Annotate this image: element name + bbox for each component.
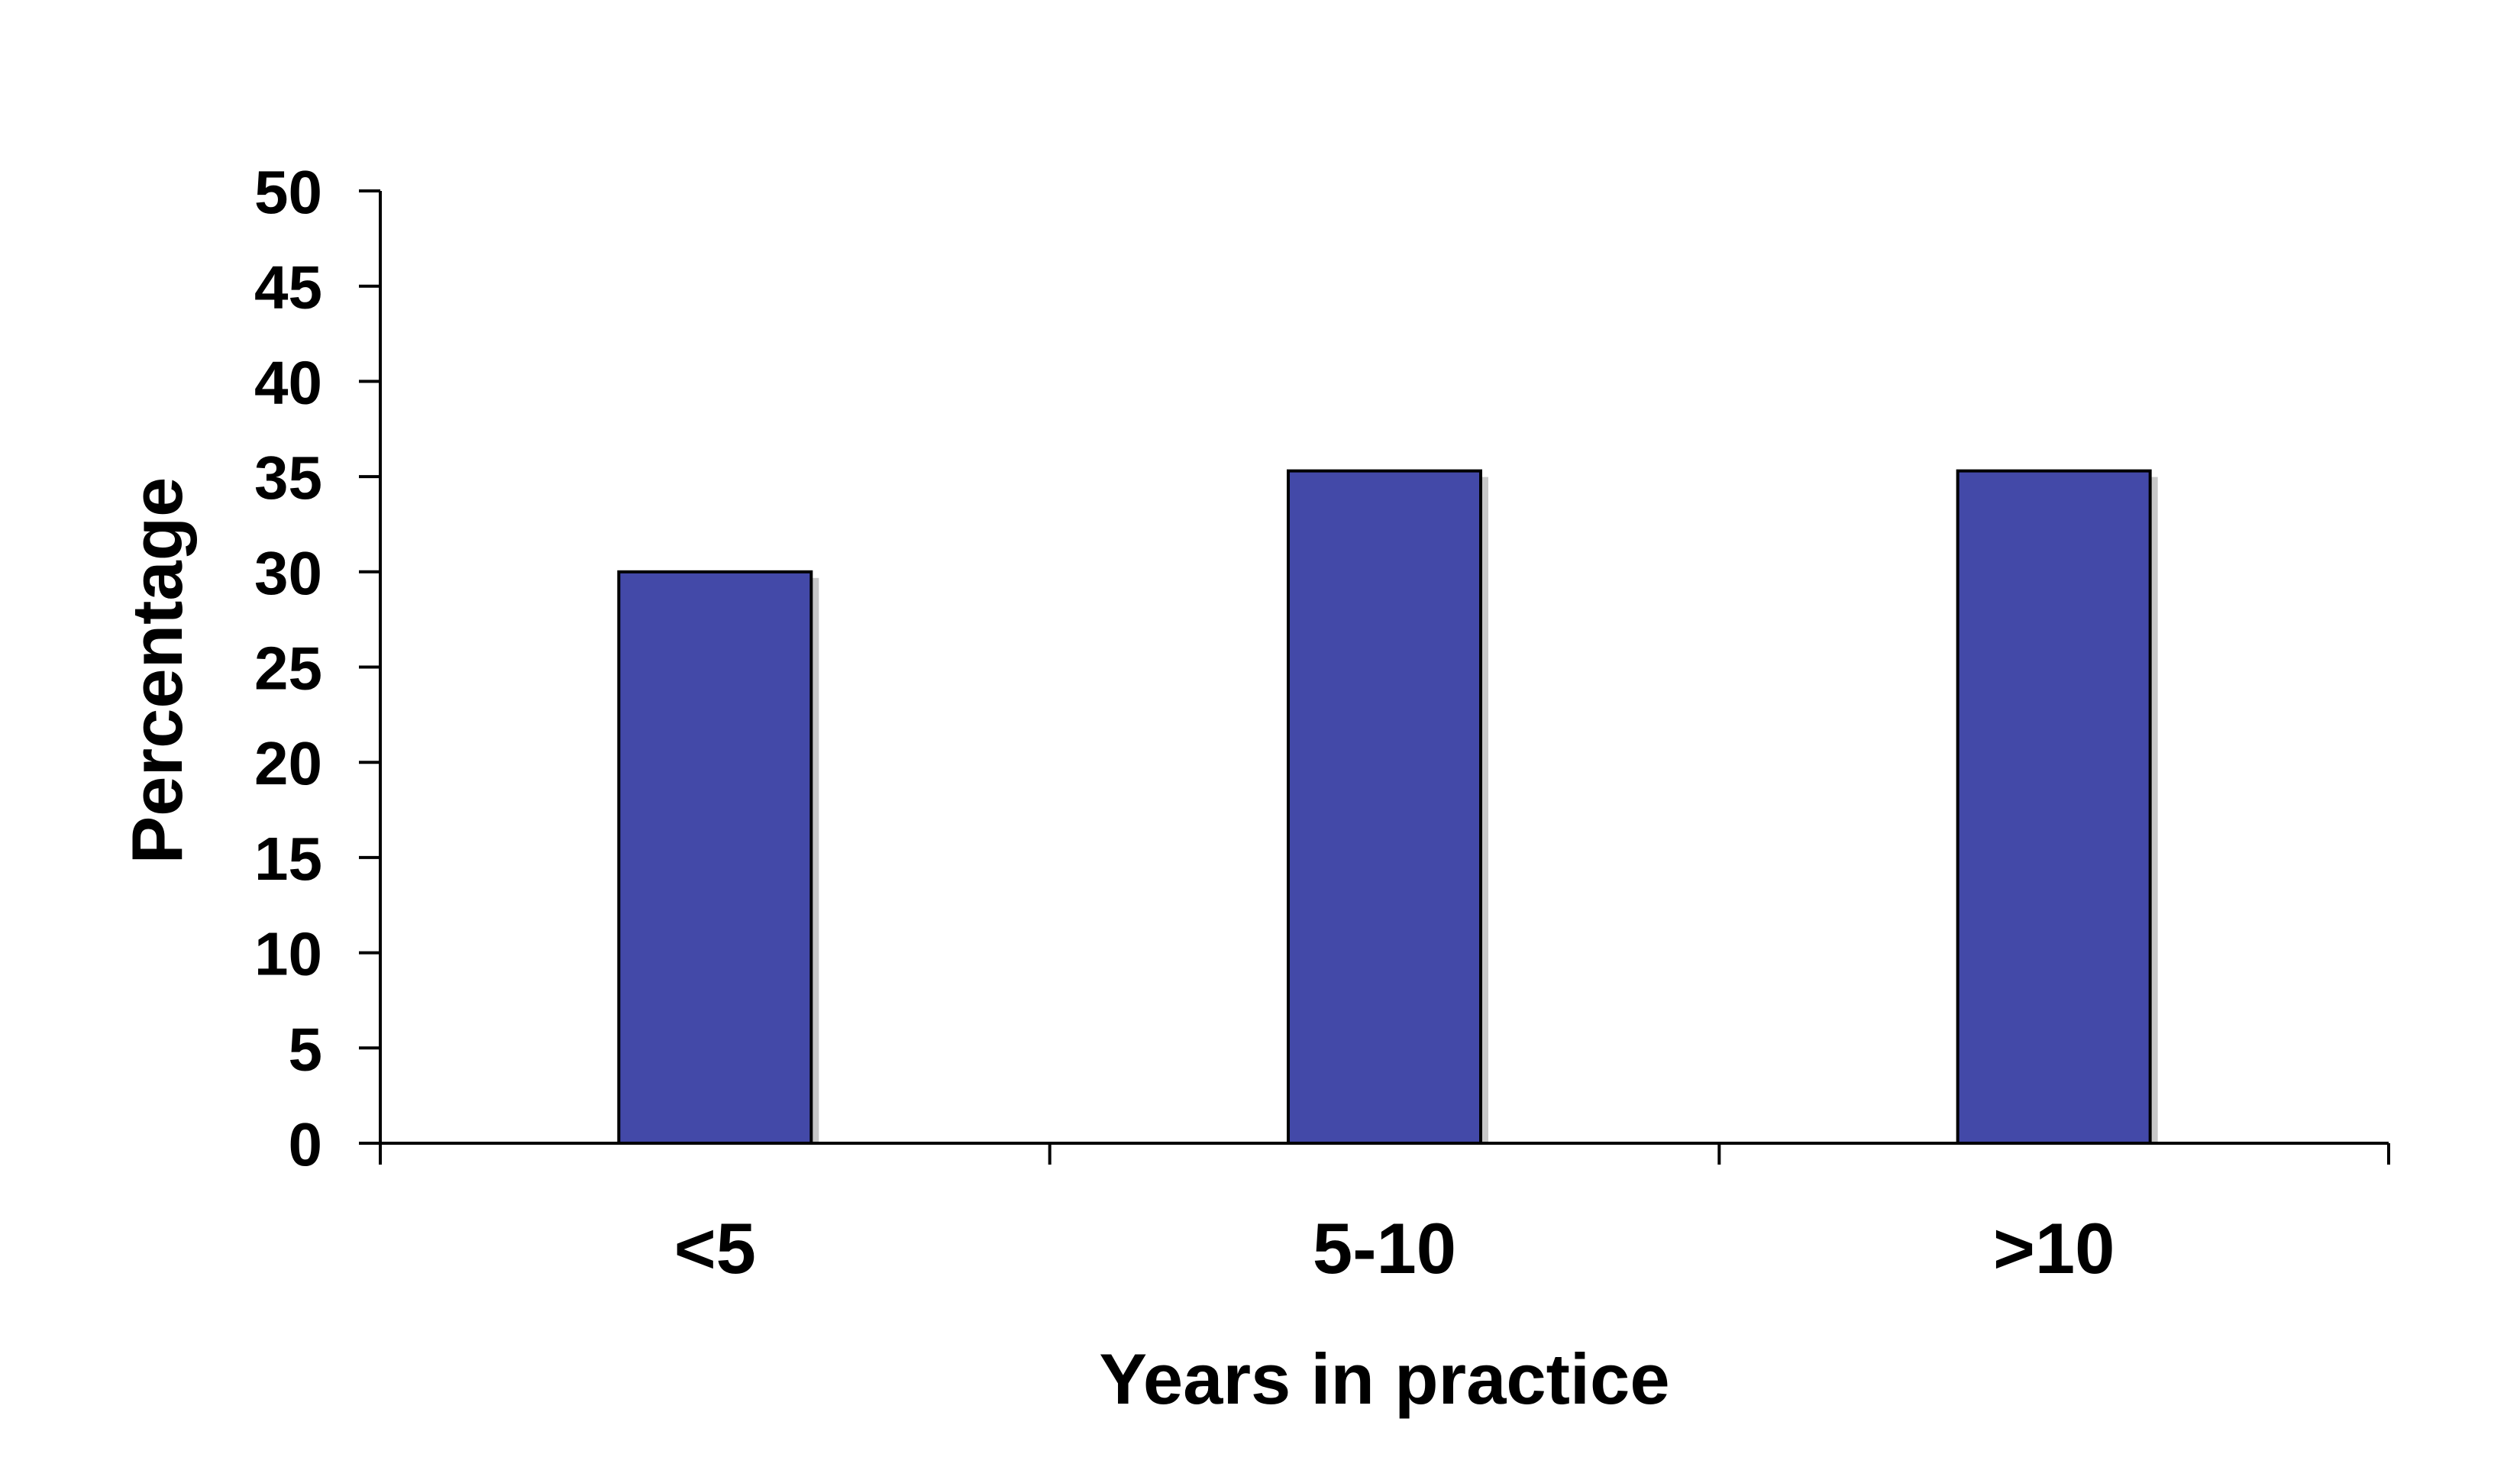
y-tick-label: 5 <box>289 1015 323 1083</box>
bars <box>617 469 2158 1145</box>
bar-1 <box>617 570 813 1145</box>
x-category-label: <5 <box>674 1208 756 1288</box>
y-axis-title: Percentage <box>117 477 197 864</box>
x-category-label: 5-10 <box>1313 1208 1456 1288</box>
y-tick-label: 25 <box>254 635 322 703</box>
y-tick-label: 10 <box>254 920 322 988</box>
y-tick-label: 15 <box>254 825 322 893</box>
y-tick-label: 45 <box>254 254 322 322</box>
axis-labels: 0 5 10 15 20 25 30 35 40 45 50 <5 5-10 >10 <box>254 158 2115 1288</box>
bar-3 <box>1956 469 2152 1145</box>
y-tick-label: 0 <box>289 1110 323 1178</box>
y-tick-label: 40 <box>254 348 322 416</box>
y-tick-label: 20 <box>254 729 322 797</box>
bar-2 <box>1287 469 1482 1145</box>
y-tick-label: 35 <box>254 444 322 512</box>
y-tick-label: 30 <box>254 539 322 607</box>
x-category-label: >10 <box>1993 1208 2115 1288</box>
x-axis-title: Years in practice <box>1099 1339 1669 1419</box>
y-tick-label: 50 <box>254 158 322 226</box>
axes <box>359 189 2390 1165</box>
